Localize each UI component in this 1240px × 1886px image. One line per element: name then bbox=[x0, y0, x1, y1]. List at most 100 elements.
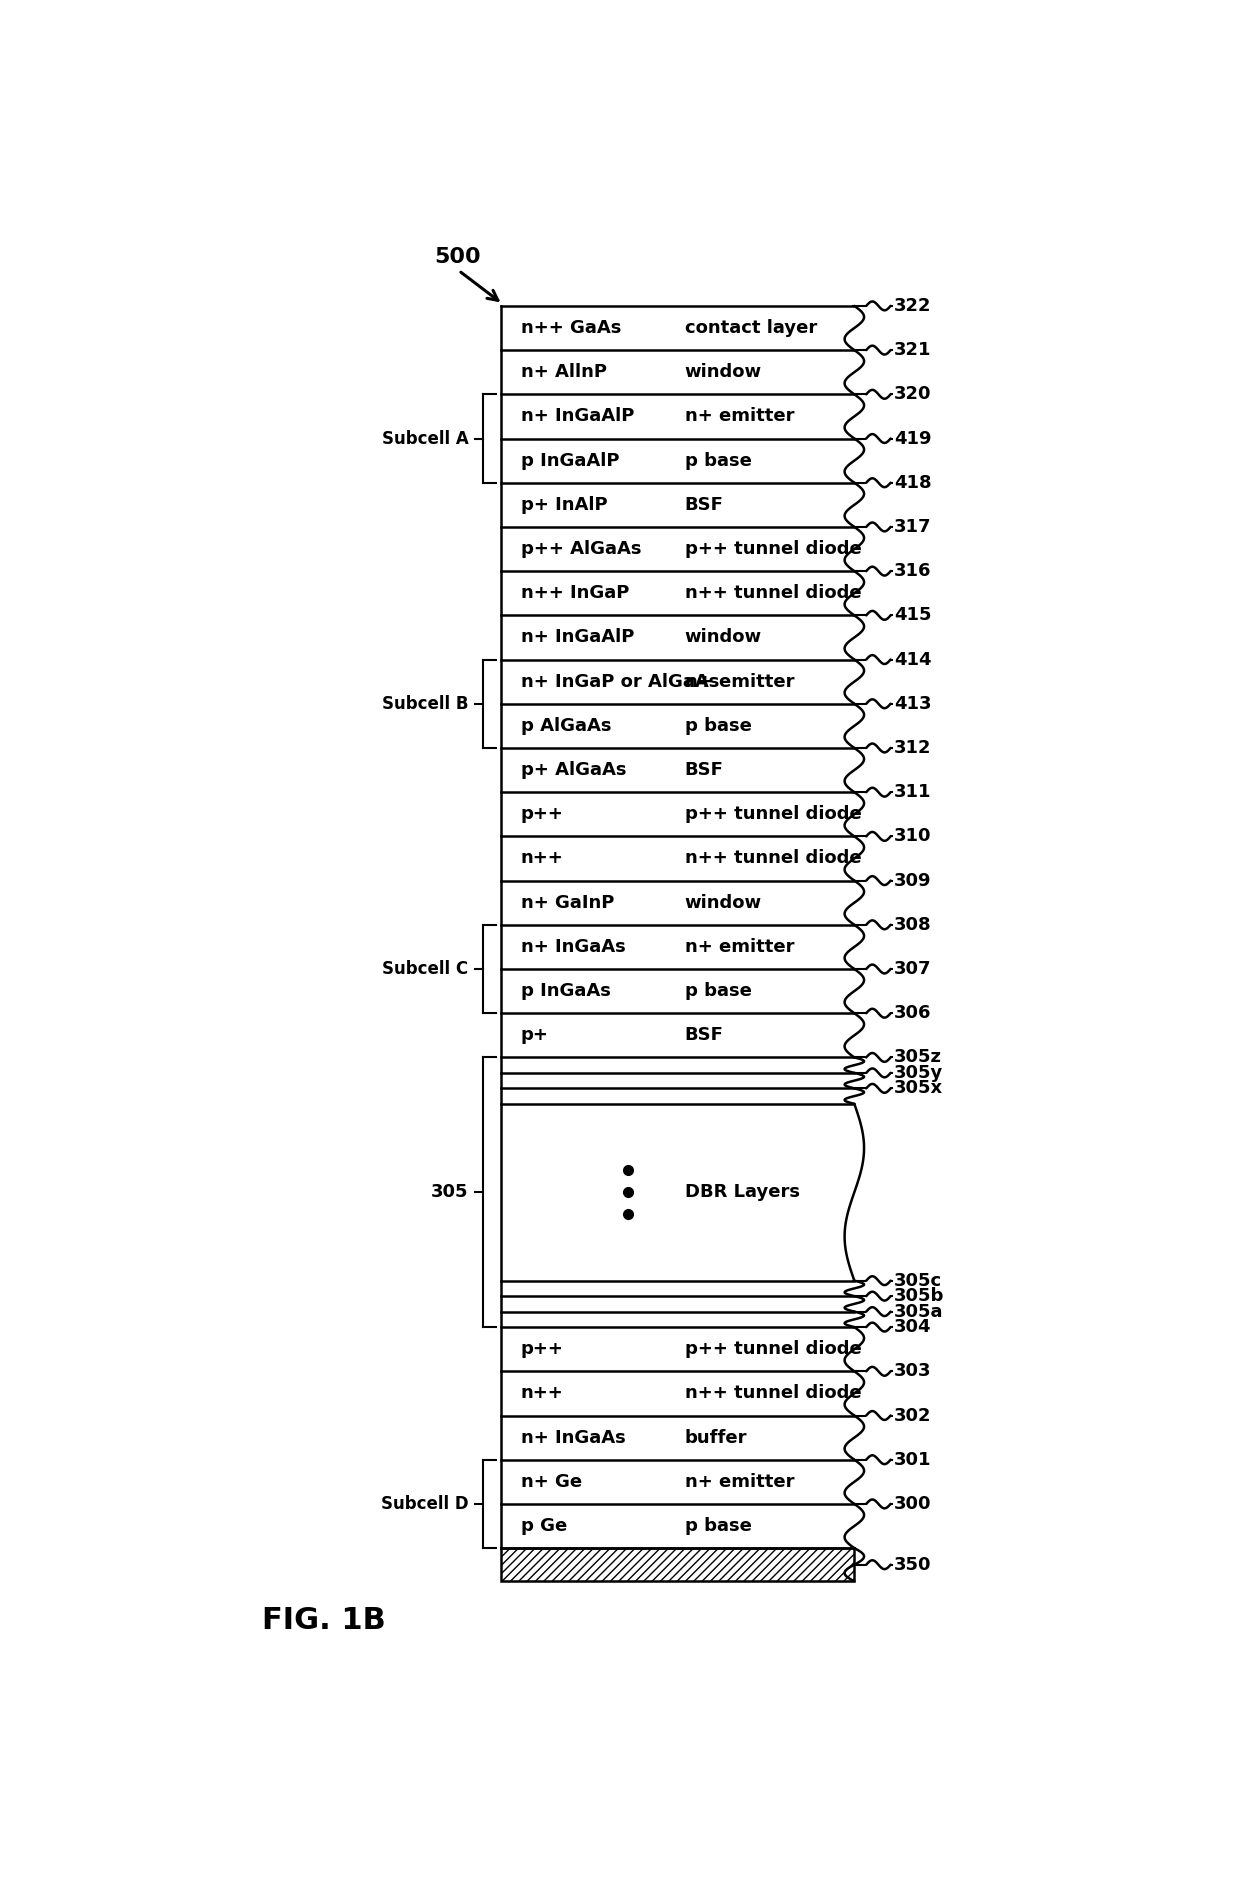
Text: n+ emitter: n+ emitter bbox=[684, 673, 794, 690]
Text: p Ge: p Ge bbox=[521, 1516, 567, 1535]
Bar bbox=[501, 526, 854, 571]
Text: n++ tunnel diode: n++ tunnel diode bbox=[684, 1384, 862, 1403]
Text: 418: 418 bbox=[894, 473, 931, 492]
Text: n++: n++ bbox=[521, 849, 563, 868]
Text: 305: 305 bbox=[430, 1183, 469, 1201]
Text: DBR Layers: DBR Layers bbox=[684, 1183, 800, 1201]
Bar bbox=[501, 969, 854, 1013]
Text: n+ InGaAlP: n+ InGaAlP bbox=[521, 407, 634, 426]
Bar bbox=[501, 1296, 854, 1311]
Bar bbox=[501, 306, 854, 351]
Text: 500: 500 bbox=[434, 247, 481, 268]
Bar bbox=[501, 660, 854, 703]
Text: 414: 414 bbox=[894, 651, 931, 668]
Text: p AlGaAs: p AlGaAs bbox=[521, 717, 611, 736]
Bar bbox=[501, 615, 854, 660]
Text: BSF: BSF bbox=[684, 496, 723, 513]
Bar bbox=[501, 749, 854, 792]
Text: 307: 307 bbox=[894, 960, 931, 979]
Text: n++ tunnel diode: n++ tunnel diode bbox=[684, 849, 862, 868]
Bar bbox=[501, 439, 854, 483]
Text: p InGaAs: p InGaAs bbox=[521, 983, 610, 1000]
Text: p+ AlGaAs: p+ AlGaAs bbox=[521, 762, 626, 779]
Text: n++ GaAs: n++ GaAs bbox=[521, 319, 621, 338]
Text: p+ InAlP: p+ InAlP bbox=[521, 496, 608, 513]
Bar bbox=[501, 1013, 854, 1058]
Text: 322: 322 bbox=[894, 296, 931, 315]
Text: 419: 419 bbox=[894, 430, 931, 447]
Text: Subcell C: Subcell C bbox=[382, 960, 469, 979]
Bar bbox=[501, 1548, 854, 1580]
Bar bbox=[501, 1311, 854, 1328]
Bar bbox=[501, 1371, 854, 1416]
Text: contact layer: contact layer bbox=[684, 319, 817, 338]
Text: p base: p base bbox=[684, 451, 751, 470]
Text: n+ InGaAlP: n+ InGaAlP bbox=[521, 628, 634, 647]
Text: 305c: 305c bbox=[894, 1271, 942, 1290]
Text: p+: p+ bbox=[521, 1026, 548, 1045]
Text: 303: 303 bbox=[894, 1362, 931, 1381]
Bar bbox=[501, 351, 854, 394]
Text: Subcell A: Subcell A bbox=[382, 430, 469, 447]
Text: n+ AllnP: n+ AllnP bbox=[521, 364, 606, 381]
Text: 305y: 305y bbox=[894, 1064, 944, 1083]
Text: n+ InGaAs: n+ InGaAs bbox=[521, 937, 625, 956]
Text: 305z: 305z bbox=[894, 1049, 942, 1066]
Text: p base: p base bbox=[684, 983, 751, 1000]
Bar bbox=[501, 1416, 854, 1460]
Text: p InGaAlP: p InGaAlP bbox=[521, 451, 619, 470]
Text: n+ emitter: n+ emitter bbox=[684, 407, 794, 426]
Text: BSF: BSF bbox=[684, 762, 723, 779]
Text: 305a: 305a bbox=[894, 1303, 944, 1320]
Bar bbox=[501, 1281, 854, 1296]
Text: p++ tunnel diode: p++ tunnel diode bbox=[684, 805, 862, 824]
Bar bbox=[501, 792, 854, 835]
Text: 350: 350 bbox=[894, 1556, 931, 1573]
Text: n+ InGaP or AlGaAs: n+ InGaP or AlGaAs bbox=[521, 673, 719, 690]
Bar bbox=[501, 881, 854, 924]
Text: n++: n++ bbox=[521, 1384, 563, 1403]
Text: FIG. 1B: FIG. 1B bbox=[262, 1605, 386, 1635]
Text: n+ InGaAs: n+ InGaAs bbox=[521, 1428, 625, 1447]
Bar bbox=[501, 1503, 854, 1548]
Text: n++ tunnel diode: n++ tunnel diode bbox=[684, 585, 862, 602]
Text: window: window bbox=[684, 628, 761, 647]
Text: n+ Ge: n+ Ge bbox=[521, 1473, 582, 1490]
Text: p base: p base bbox=[684, 717, 751, 736]
Text: 311: 311 bbox=[894, 783, 931, 802]
Bar bbox=[501, 1073, 854, 1088]
Text: 312: 312 bbox=[894, 739, 931, 756]
Text: window: window bbox=[684, 894, 761, 911]
Text: BSF: BSF bbox=[684, 1026, 723, 1045]
Text: 316: 316 bbox=[894, 562, 931, 581]
Text: 413: 413 bbox=[894, 694, 931, 713]
Text: 317: 317 bbox=[894, 519, 931, 536]
Text: 320: 320 bbox=[894, 385, 931, 404]
Text: Subcell B: Subcell B bbox=[382, 694, 469, 713]
Text: 309: 309 bbox=[894, 871, 931, 890]
Text: n++ InGaP: n++ InGaP bbox=[521, 585, 629, 602]
Text: n+ emitter: n+ emitter bbox=[684, 1473, 794, 1490]
Text: n+ emitter: n+ emitter bbox=[684, 937, 794, 956]
Bar bbox=[501, 483, 854, 526]
Text: 302: 302 bbox=[894, 1407, 931, 1424]
Text: 415: 415 bbox=[894, 605, 931, 624]
Text: 305b: 305b bbox=[894, 1286, 945, 1305]
Text: n+ GaInP: n+ GaInP bbox=[521, 894, 614, 911]
Text: 305x: 305x bbox=[894, 1079, 944, 1098]
Bar bbox=[501, 835, 854, 881]
Text: 301: 301 bbox=[894, 1450, 931, 1469]
Text: 304: 304 bbox=[894, 1318, 931, 1335]
Text: p++: p++ bbox=[521, 1341, 563, 1358]
Text: p++ tunnel diode: p++ tunnel diode bbox=[684, 539, 862, 558]
Text: p++ tunnel diode: p++ tunnel diode bbox=[684, 1341, 862, 1358]
Bar bbox=[501, 1058, 854, 1073]
Text: 300: 300 bbox=[894, 1496, 931, 1513]
Text: 308: 308 bbox=[894, 917, 931, 934]
Text: window: window bbox=[684, 364, 761, 381]
Bar bbox=[501, 394, 854, 439]
Text: 321: 321 bbox=[894, 341, 931, 358]
Text: 306: 306 bbox=[894, 1003, 931, 1022]
Bar bbox=[501, 924, 854, 969]
Bar bbox=[501, 1088, 854, 1103]
